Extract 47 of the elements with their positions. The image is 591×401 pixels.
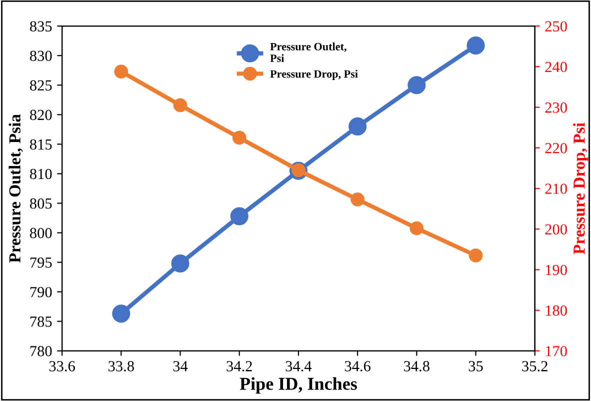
point [114, 64, 128, 78]
y-tick-label: 785 [30, 316, 52, 327]
point [468, 248, 483, 262]
legend-label: Pressure Drop, Psi [270, 70, 358, 80]
x-tick-label: 33.8 [108, 361, 134, 372]
y-tick-label: 820 [30, 110, 52, 120]
point [348, 117, 367, 136]
point [173, 98, 188, 112]
legend-label: Pressure Outlet, Psi [270, 42, 346, 62]
x-tick-label: 34.2 [226, 361, 252, 372]
x-tick-label: 34.4 [286, 361, 312, 372]
point [408, 76, 426, 94]
y-tick-label: 800 [30, 228, 52, 238]
x-axis-title: Pipe ID, Inches [240, 377, 357, 394]
y2-tick-label: 180 [546, 305, 567, 316]
y-tick-label: 795 [30, 257, 52, 268]
y-tick-label: 810 [30, 168, 52, 180]
y-tick-label: 805 [30, 198, 52, 209]
y-tick-label: 780 [30, 346, 52, 356]
y-tick-label: 825 [30, 80, 52, 91]
x-tick-label: 33.6 [49, 361, 75, 372]
y-tick-label: 790 [30, 286, 52, 298]
point [466, 36, 485, 55]
y2-tick-label: 200 [545, 224, 567, 235]
point [350, 192, 364, 206]
point [410, 221, 424, 236]
point [230, 207, 248, 226]
y-tick-label: 815 [30, 139, 52, 150]
x-tick-label: 34 [173, 361, 188, 372]
y2-tick-label: 170 [546, 346, 567, 356]
x-tick-label: 34.6 [344, 361, 370, 372]
x-tick-label: 35 [468, 361, 483, 372]
y2-tick-label: 240 [545, 62, 567, 72]
y-tick-label: 830 [30, 50, 52, 62]
y-axis-title: Pressure Outlet, Psia [8, 114, 23, 263]
y2-tick-label: 250 [545, 21, 567, 32]
point [171, 254, 190, 272]
x-tick-label: 35.2 [522, 361, 548, 372]
x-tick-label: 34.8 [404, 361, 430, 372]
y2-tick-label: 210 [545, 184, 567, 194]
y2-axis-title: Pressure Drop, Psi [573, 122, 588, 254]
y2-tick-label: 190 [546, 264, 567, 276]
y2-tick-label: 220 [545, 143, 567, 154]
point [112, 304, 130, 323]
point [232, 130, 246, 145]
y-tick-label: 835 [30, 21, 52, 32]
y2-tick-label: 230 [545, 102, 567, 113]
